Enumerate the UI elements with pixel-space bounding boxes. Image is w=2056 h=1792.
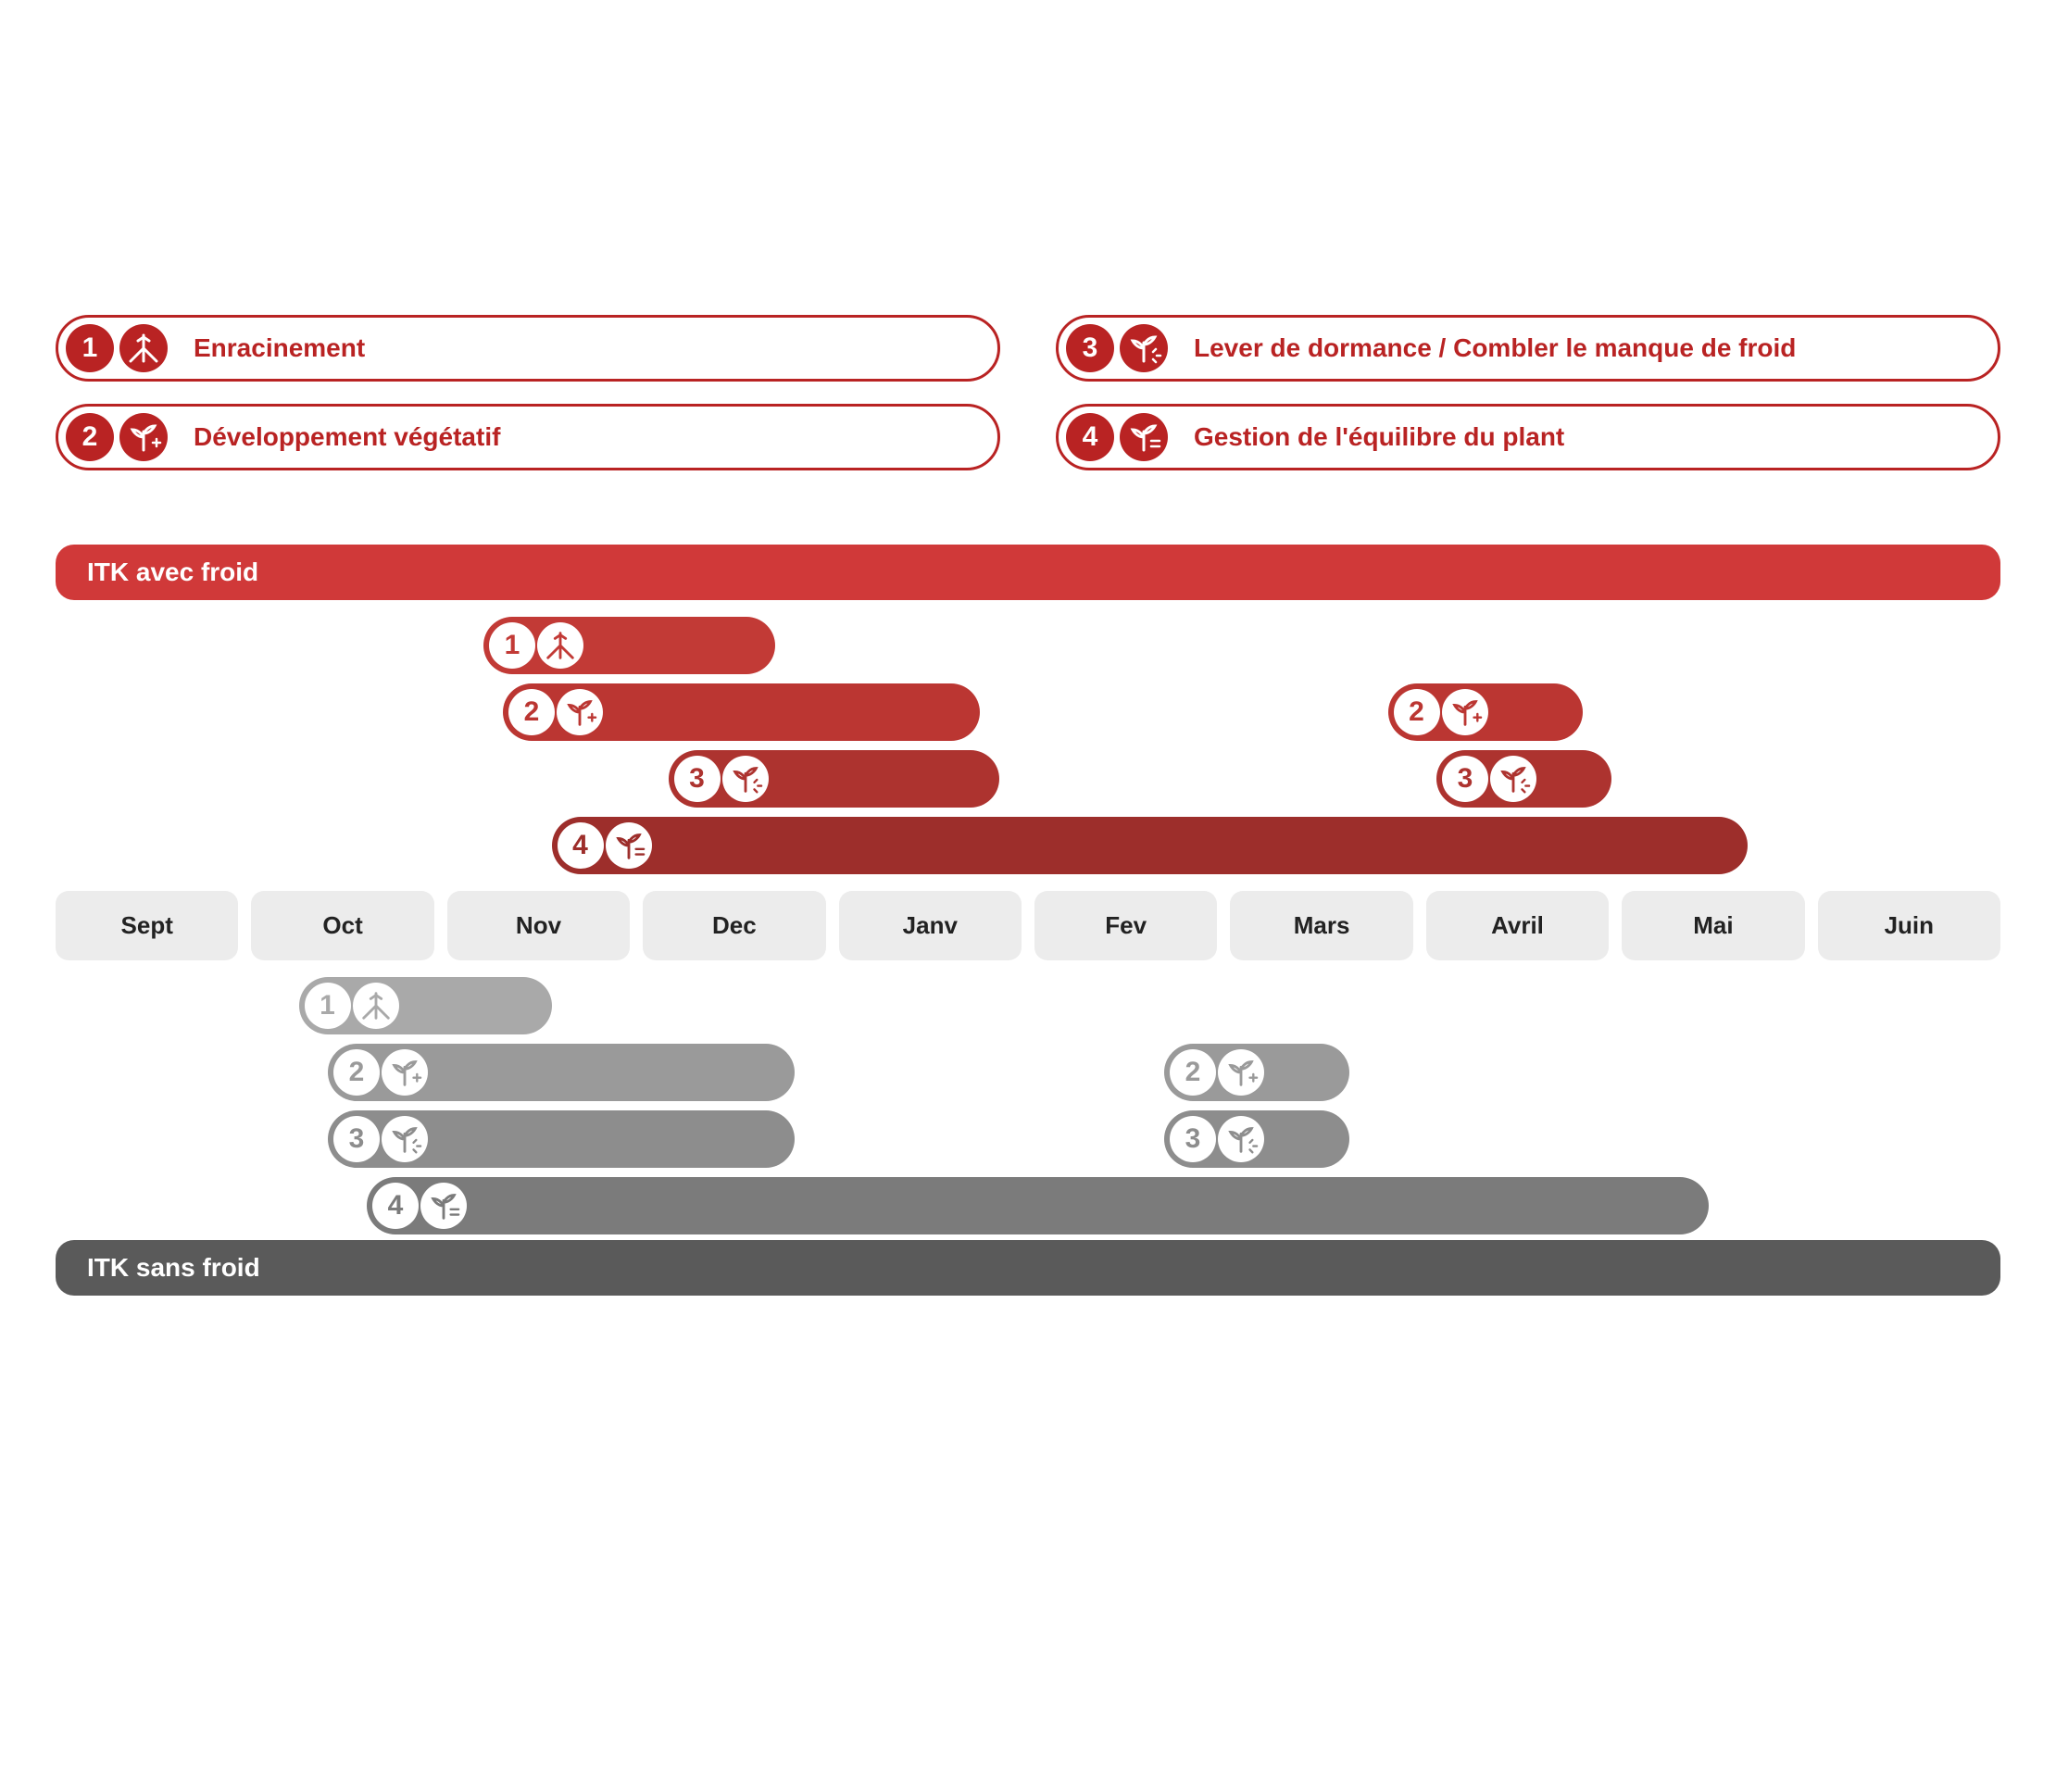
legend-label-2: Développement végétatif — [194, 422, 500, 452]
section-header-itk-sans-froid: ITK sans froid — [56, 1240, 2000, 1296]
gantt-bar: 3 — [1164, 1110, 1349, 1168]
bar-number-badge: 2 — [333, 1049, 380, 1096]
bar-number-badge: 1 — [305, 983, 351, 1029]
legend-label-4: Gestion de l'équilibre du plant — [1194, 422, 1564, 452]
gantt-row: 4 — [56, 1177, 2000, 1234]
month-cell: Fev — [1034, 891, 1217, 960]
month-cell: Mars — [1230, 891, 1412, 960]
gantt-bar: 2 — [328, 1044, 795, 1101]
legend: 1 Enracinement 2 Développement végétatif… — [56, 315, 2000, 470]
legend-number-3: 3 — [1066, 324, 1114, 372]
gantt-bar: 3 — [669, 750, 999, 808]
bar-number-badge: 3 — [1442, 756, 1488, 802]
gantt-bar: 3 — [1436, 750, 1611, 808]
gantt-bar: 2 — [503, 683, 980, 741]
gantt-bars-top: 122334 — [56, 617, 2000, 874]
sprout-equal-icon — [606, 822, 652, 869]
section-header-itk-avec-froid: ITK avec froid — [56, 545, 2000, 600]
gantt-bar: 4 — [552, 817, 1749, 874]
gantt-bar: 2 — [1164, 1044, 1349, 1101]
roots-icon — [537, 622, 583, 669]
sprout-equal-icon — [420, 1183, 467, 1229]
bar-number-badge: 4 — [558, 822, 604, 869]
gantt-row: 22 — [56, 1044, 2000, 1101]
sprout-spark-icon — [1120, 324, 1168, 372]
legend-item-1: 1 Enracinement — [56, 315, 1000, 382]
sprout-spark-icon — [722, 756, 769, 802]
legend-item-3: 3 Lever de dormance / Combler le manque … — [1056, 315, 2000, 382]
sprout-spark-icon — [382, 1116, 428, 1162]
month-cell: Juin — [1818, 891, 2000, 960]
month-cell: Oct — [251, 891, 433, 960]
gantt-row: 33 — [56, 750, 2000, 808]
legend-column-right: 3 Lever de dormance / Combler le manque … — [1056, 315, 2000, 470]
gantt-bar: 3 — [328, 1110, 795, 1168]
month-cell: Nov — [447, 891, 630, 960]
roots-icon — [353, 983, 399, 1029]
sprout-plus-icon — [119, 413, 168, 461]
gantt-row: 4 — [56, 817, 2000, 874]
bar-number-badge: 1 — [489, 622, 535, 669]
legend-item-2: 2 Développement végétatif — [56, 404, 1000, 470]
sprout-spark-icon — [1218, 1116, 1264, 1162]
bar-number-badge: 3 — [1170, 1116, 1216, 1162]
gantt-bar: 1 — [299, 977, 552, 1034]
sprout-plus-icon — [557, 689, 603, 735]
gantt-bar: 2 — [1388, 683, 1583, 741]
sprout-plus-icon — [382, 1049, 428, 1096]
gantt-row: 1 — [56, 977, 2000, 1034]
gantt-bar: 1 — [483, 617, 775, 674]
gantt-row: 22 — [56, 683, 2000, 741]
legend-number-4: 4 — [1066, 413, 1114, 461]
bar-number-badge: 3 — [674, 756, 721, 802]
legend-label-1: Enracinement — [194, 333, 365, 363]
bar-number-badge: 3 — [333, 1116, 380, 1162]
sprout-spark-icon — [1490, 756, 1536, 802]
legend-number-1: 1 — [66, 324, 114, 372]
legend-label-3: Lever de dormance / Combler le manque de… — [1194, 333, 1796, 363]
bar-number-badge: 2 — [1394, 689, 1440, 735]
bar-number-badge: 2 — [508, 689, 555, 735]
gantt-row: 1 — [56, 617, 2000, 674]
month-cell: Mai — [1622, 891, 1804, 960]
month-cell: Avril — [1426, 891, 1609, 960]
month-cell: Dec — [643, 891, 825, 960]
sprout-plus-icon — [1218, 1049, 1264, 1096]
month-axis: SeptOctNovDecJanvFevMarsAvrilMaiJuin — [56, 891, 2000, 960]
gantt-bars-bottom: 122334 — [56, 977, 2000, 1234]
legend-item-4: 4 Gestion de l'équilibre du plant — [1056, 404, 2000, 470]
month-cell: Janv — [839, 891, 1022, 960]
month-cell: Sept — [56, 891, 238, 960]
gantt-bar: 4 — [367, 1177, 1709, 1234]
bar-number-badge: 4 — [372, 1183, 419, 1229]
roots-icon — [119, 324, 168, 372]
sprout-plus-icon — [1442, 689, 1488, 735]
legend-column-left: 1 Enracinement 2 Développement végétatif — [56, 315, 1000, 470]
bar-number-badge: 2 — [1170, 1049, 1216, 1096]
sprout-equal-icon — [1120, 413, 1168, 461]
legend-number-2: 2 — [66, 413, 114, 461]
gantt-row: 33 — [56, 1110, 2000, 1168]
